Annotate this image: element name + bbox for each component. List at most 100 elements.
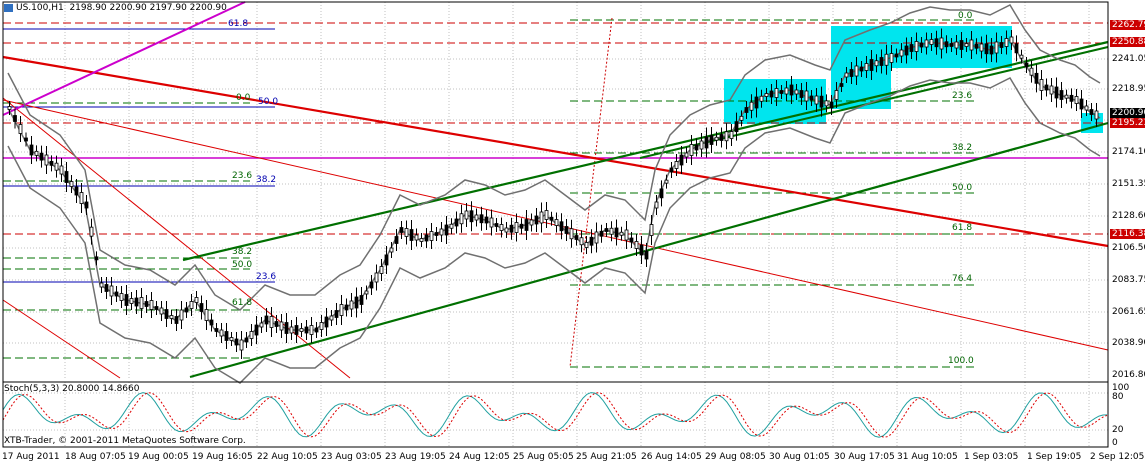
candle-body [689,144,694,156]
stoch-level: 0 [1112,438,1118,448]
candle-body [209,319,214,326]
channel-line [189,121,1109,379]
candle-body [654,201,659,209]
candle-body [659,188,664,199]
candle-body [39,152,44,161]
candle-body [224,331,229,341]
time-tick: 26 Aug 14:05 [641,452,702,462]
candle-body [234,338,239,346]
candle-body [1049,85,1054,95]
candle-body [1054,86,1059,99]
candle-body [519,223,524,229]
fib-label: 61.8 [232,298,253,308]
candle-body [939,37,944,50]
price-tick: 2241.05 [1112,54,1145,64]
candle-body [954,41,959,49]
stoch-level: 100 [1112,383,1130,393]
candle-body [979,43,984,52]
candle-body [24,137,28,142]
candle-body [824,100,829,107]
drawn-objects[interactable] [2,1,1109,379]
candle-body [869,59,874,71]
copyright-text: XTB-Trader, © 2001-2011 MetaQuotes Softw… [4,436,246,446]
candle-body [459,213,464,225]
candle-body [844,72,849,78]
price-tick: 2061.65 [1112,307,1145,317]
candle-body [634,241,639,249]
price-tick: 2174.10 [1112,147,1145,157]
candle-body [449,223,454,229]
candle-body [309,325,314,335]
candle-body [509,224,514,233]
candle-body [164,309,169,319]
candle-body [604,228,609,232]
candle-body [349,300,354,310]
fib-label: 23.6 [232,171,253,181]
candle-body [649,224,654,236]
candle-body [199,303,204,312]
time-tick: 19 Aug 00:05 [128,452,189,462]
fib-label: 0.0 [958,11,973,21]
candle-body [169,315,174,319]
price-box-level: 2250.88 [1110,37,1145,47]
candle-body [739,115,744,121]
time-tick: 19 Aug 16:05 [192,452,253,462]
candle-body [294,325,299,335]
candle-body [754,96,759,109]
fib-label: 23.6 [256,272,277,282]
candle-body [504,227,509,233]
trend-line [2,299,121,379]
candle-body [139,297,144,309]
stoch-level: 80 [1112,392,1124,402]
candle-body [334,310,339,318]
candle-body [1009,36,1014,44]
time-tick: 30 Aug 01:05 [769,452,830,462]
candle-body [499,224,504,231]
candle-body [944,41,949,48]
candle-body [119,293,124,301]
chart-frame [2,1,1109,448]
candle-body [834,90,839,100]
candle-body [189,301,194,309]
candle-body [409,229,414,241]
candle-body [359,295,364,305]
candle-body [89,226,94,237]
candle-body [959,40,964,50]
time-tick: 1 Sep 19:05 [1027,452,1082,462]
time-tick: 18 Aug 07:05 [65,452,126,462]
candle-body [514,222,519,233]
candle-body [1079,98,1084,110]
candle-body [544,210,549,220]
candle-body [704,136,709,149]
price-box-level: 2195.23 [1110,118,1145,128]
candle-body [244,337,249,343]
candle-body [109,285,114,297]
candle-body [879,57,884,66]
candle-body [374,272,379,283]
candle-body [279,321,284,331]
stoch-label: Stoch(5,3,3) 20.8000 14.8660 [4,384,140,394]
candle-body [529,219,534,226]
candle-body [764,93,769,97]
candle-body [554,219,559,226]
candle-body [174,316,179,324]
candle-body [744,107,749,113]
candle-body [624,229,629,241]
candle-body [674,161,679,169]
candle-body [149,300,154,310]
candlesticks [7,28,1099,359]
candle-body [974,43,979,49]
candle-body [454,218,459,227]
price-box-level: 2116.38 [1110,229,1145,239]
stoch-main-line [2,392,1108,438]
candle-body [264,315,269,325]
candle-body [524,219,529,231]
candle-body [389,247,394,253]
candle-body [749,101,754,111]
candle-body [384,254,389,266]
time-tick: 1 Sep 03:05 [964,452,1019,462]
candle-body [344,304,349,311]
fib-label: 0.0 [236,93,251,103]
